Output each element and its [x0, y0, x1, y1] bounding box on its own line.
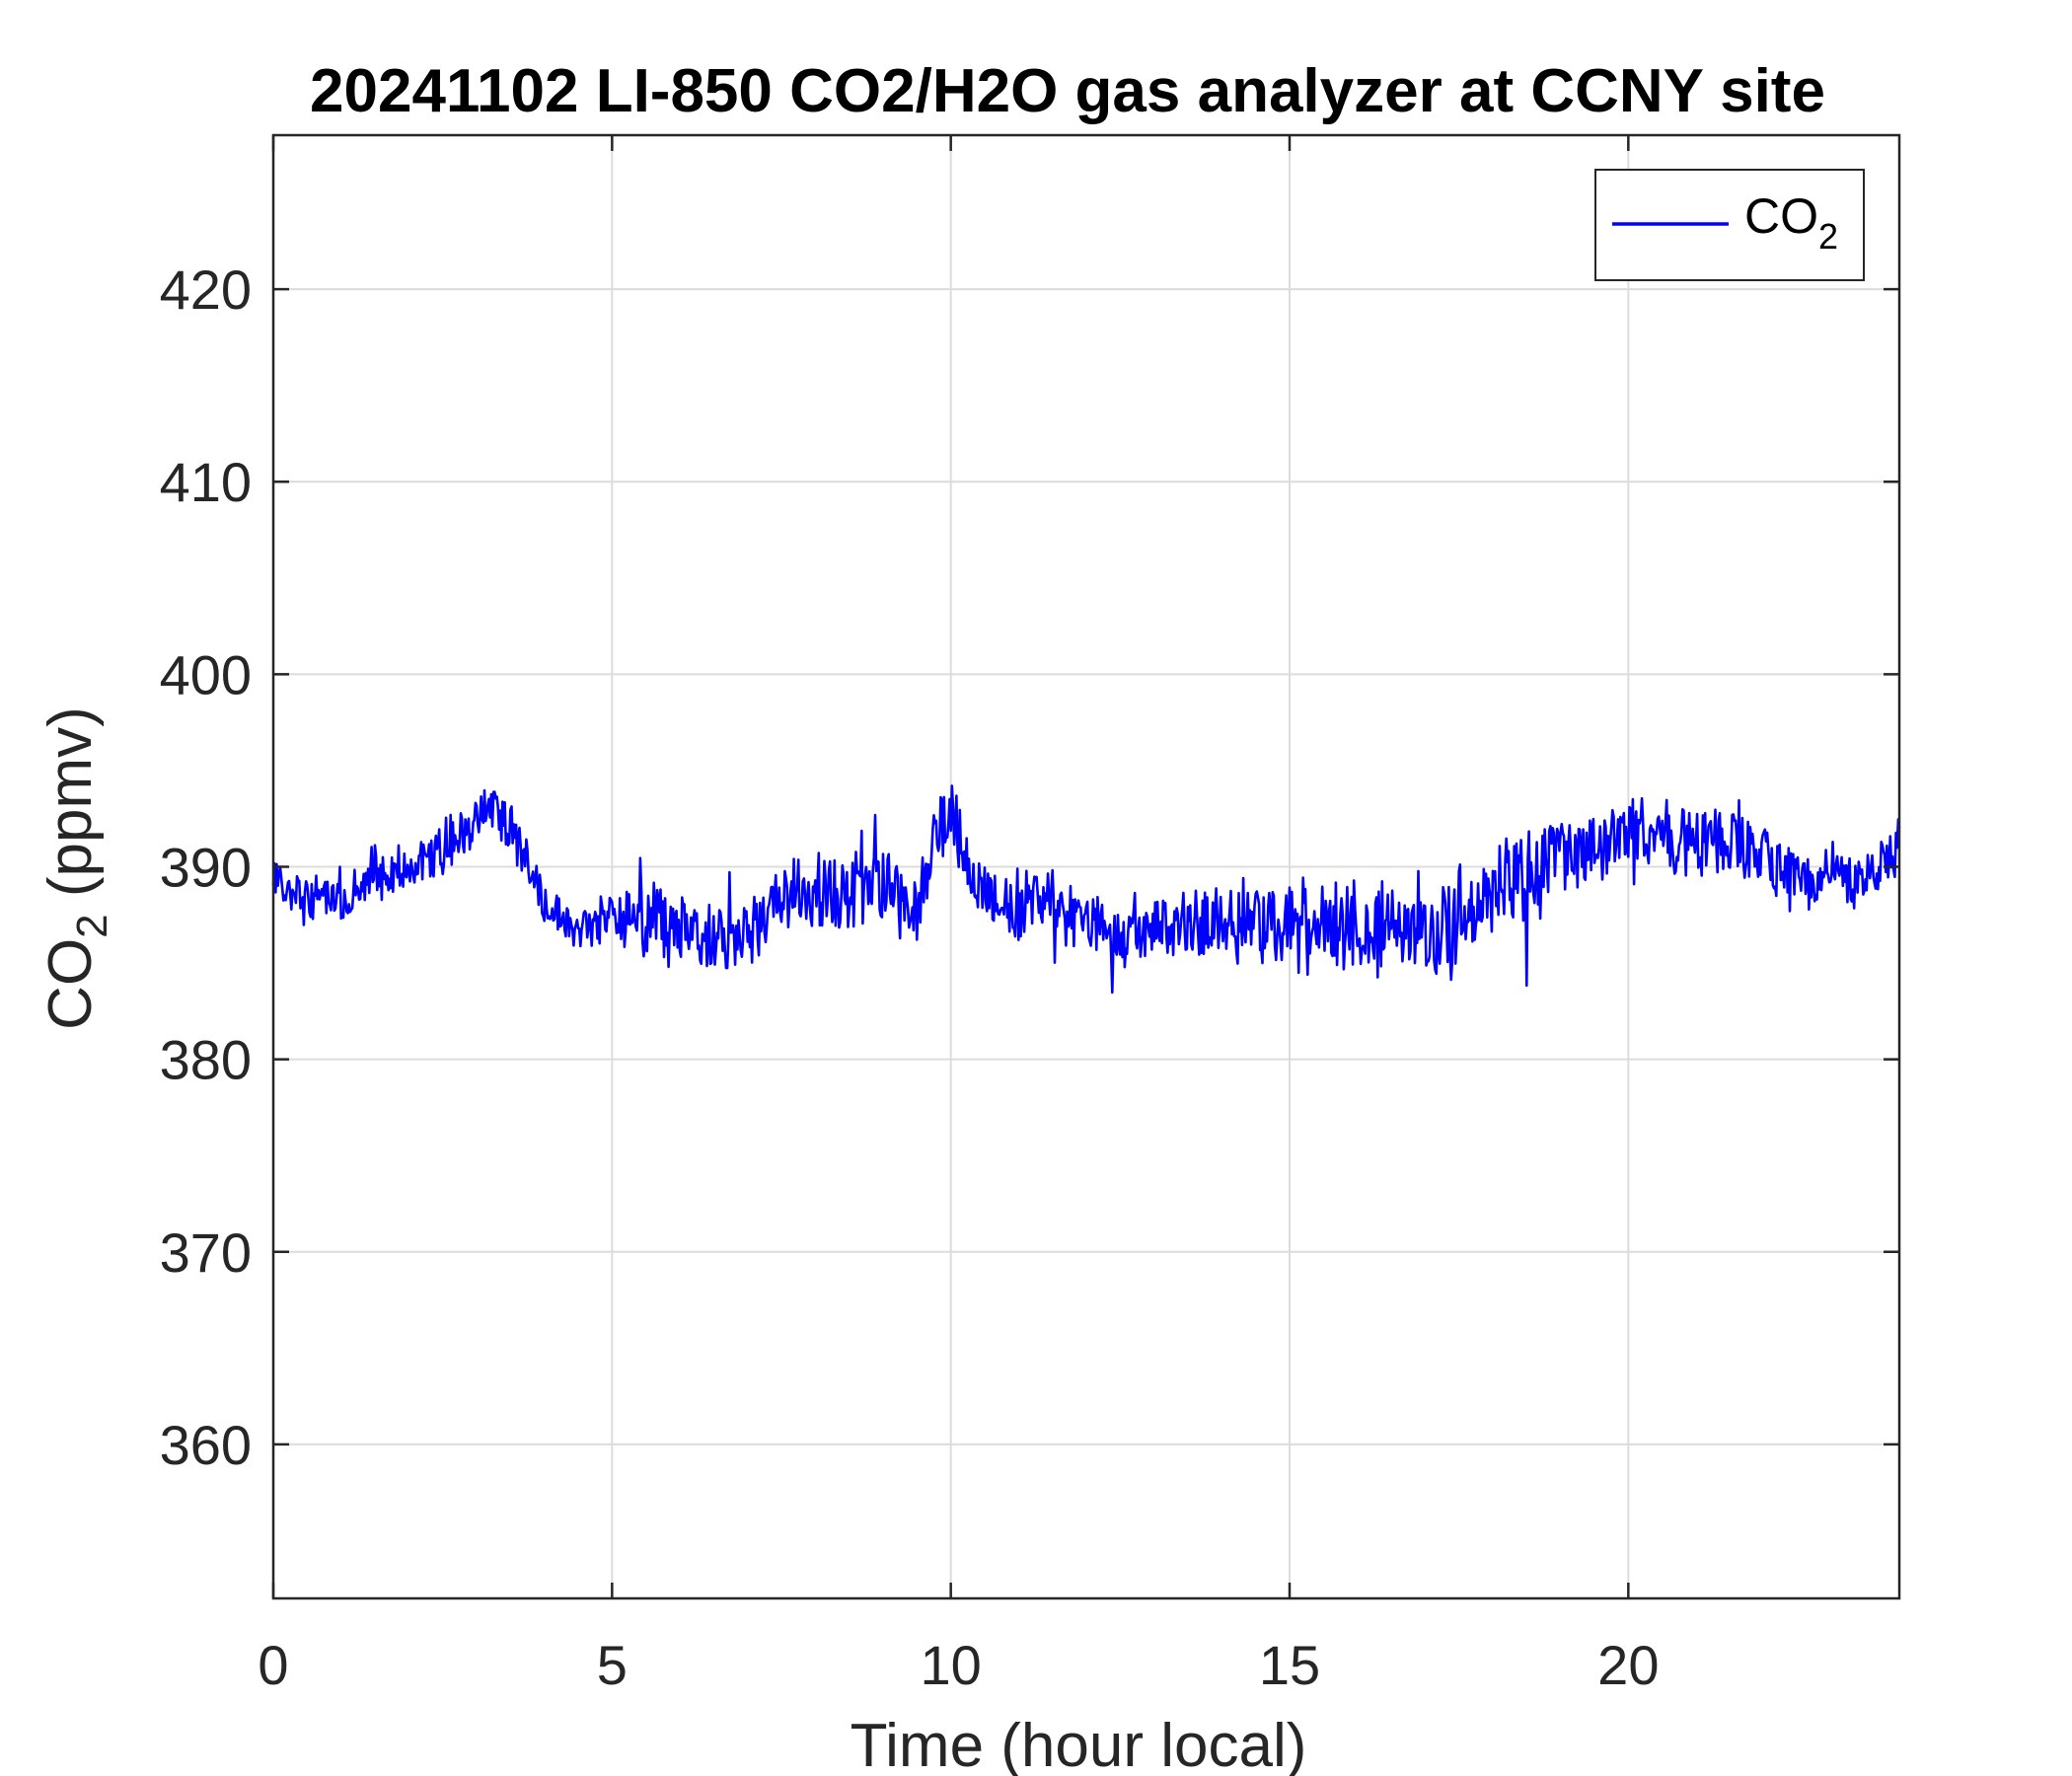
- legend-co2-label: CO2: [1744, 188, 1838, 257]
- y-tick-label: 370: [160, 1221, 252, 1284]
- y-tick-label: 410: [160, 451, 252, 513]
- x-tick-label: 5: [597, 1634, 628, 1696]
- y-tick-label: 400: [160, 643, 252, 705]
- legend: CO2: [1594, 169, 1865, 281]
- y-tick-label: 420: [160, 259, 252, 321]
- chart-title: 20241102 LI-850 CO2/H2O gas analyzer at …: [310, 57, 1825, 125]
- x-tick-labels: 0 5 10 15 20: [258, 1634, 1659, 1696]
- x-tick-label: 0: [258, 1634, 288, 1696]
- x-axis-label: Time (hour local): [851, 1712, 1307, 1776]
- y-axis-label-units: (ppmv): [37, 706, 105, 914]
- x-tick-label: 15: [1259, 1634, 1320, 1696]
- x-tick-label: 10: [921, 1634, 982, 1696]
- grid-lines: [272, 135, 1899, 1598]
- y-axis-label-base: CO: [37, 938, 105, 1030]
- y-tick-label: 360: [160, 1414, 252, 1476]
- legend-label-subscript: 2: [1818, 216, 1838, 257]
- x-tick-label: 20: [1597, 1634, 1659, 1696]
- axis-ticks: [271, 135, 1899, 1598]
- plot-data: [271, 784, 1901, 995]
- y-axis-label-subscript: 2: [68, 914, 116, 937]
- y-tick-label: 380: [160, 1029, 252, 1091]
- y-tick-label: 390: [160, 837, 252, 899]
- y-tick-labels: 360 370 380 390 400 410 420: [160, 259, 252, 1476]
- legend-label-base: CO: [1744, 188, 1818, 244]
- co2-series-line: [271, 784, 1901, 995]
- y-axis-label: CO2 (ppmv): [37, 706, 116, 1030]
